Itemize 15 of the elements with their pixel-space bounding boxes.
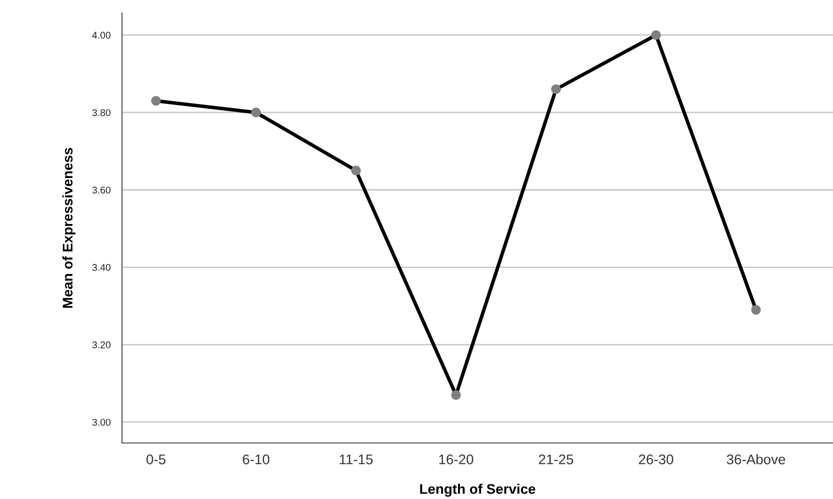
x-tick-label: 16-20: [439, 454, 474, 464]
y-tick-label: 4.00: [92, 32, 111, 39]
x-axis-title: Length of Service: [420, 484, 536, 497]
y-tick-label: 3.40: [92, 264, 111, 271]
x-tick-label: 0-5: [146, 454, 166, 464]
x-tick-label: 6-10: [242, 454, 270, 464]
y-axis-title: Mean of Expressiveness: [62, 148, 76, 308]
y-tick-label: 3.20: [92, 341, 111, 348]
x-tick-label: 11-15: [340, 454, 373, 464]
y-tick-label: 3.00: [92, 418, 111, 426]
y-tick-label: 3.80: [92, 109, 111, 116]
y-tick-label: 3.60: [92, 186, 111, 194]
x-tick-label: 21-25: [538, 454, 574, 464]
x-tick-label: 26-30: [638, 454, 674, 464]
x-tick-label: 36-Above: [726, 454, 786, 464]
